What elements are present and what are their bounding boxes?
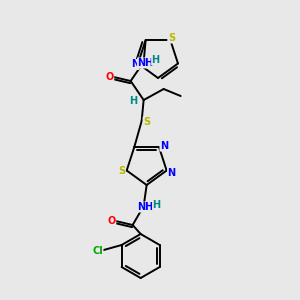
Text: Cl: Cl: [92, 246, 103, 256]
Text: H: H: [130, 96, 138, 106]
Text: S: S: [118, 167, 125, 176]
Text: NH: NH: [137, 58, 154, 68]
Text: H: H: [153, 200, 161, 210]
Text: O: O: [107, 216, 116, 226]
Text: S: S: [168, 33, 175, 43]
Text: N: N: [168, 167, 176, 178]
Text: N: N: [160, 141, 168, 151]
Text: S: S: [143, 117, 150, 127]
Text: O: O: [106, 72, 114, 82]
Text: NH: NH: [137, 202, 154, 212]
Text: H: H: [152, 55, 160, 65]
Text: N: N: [131, 59, 139, 70]
